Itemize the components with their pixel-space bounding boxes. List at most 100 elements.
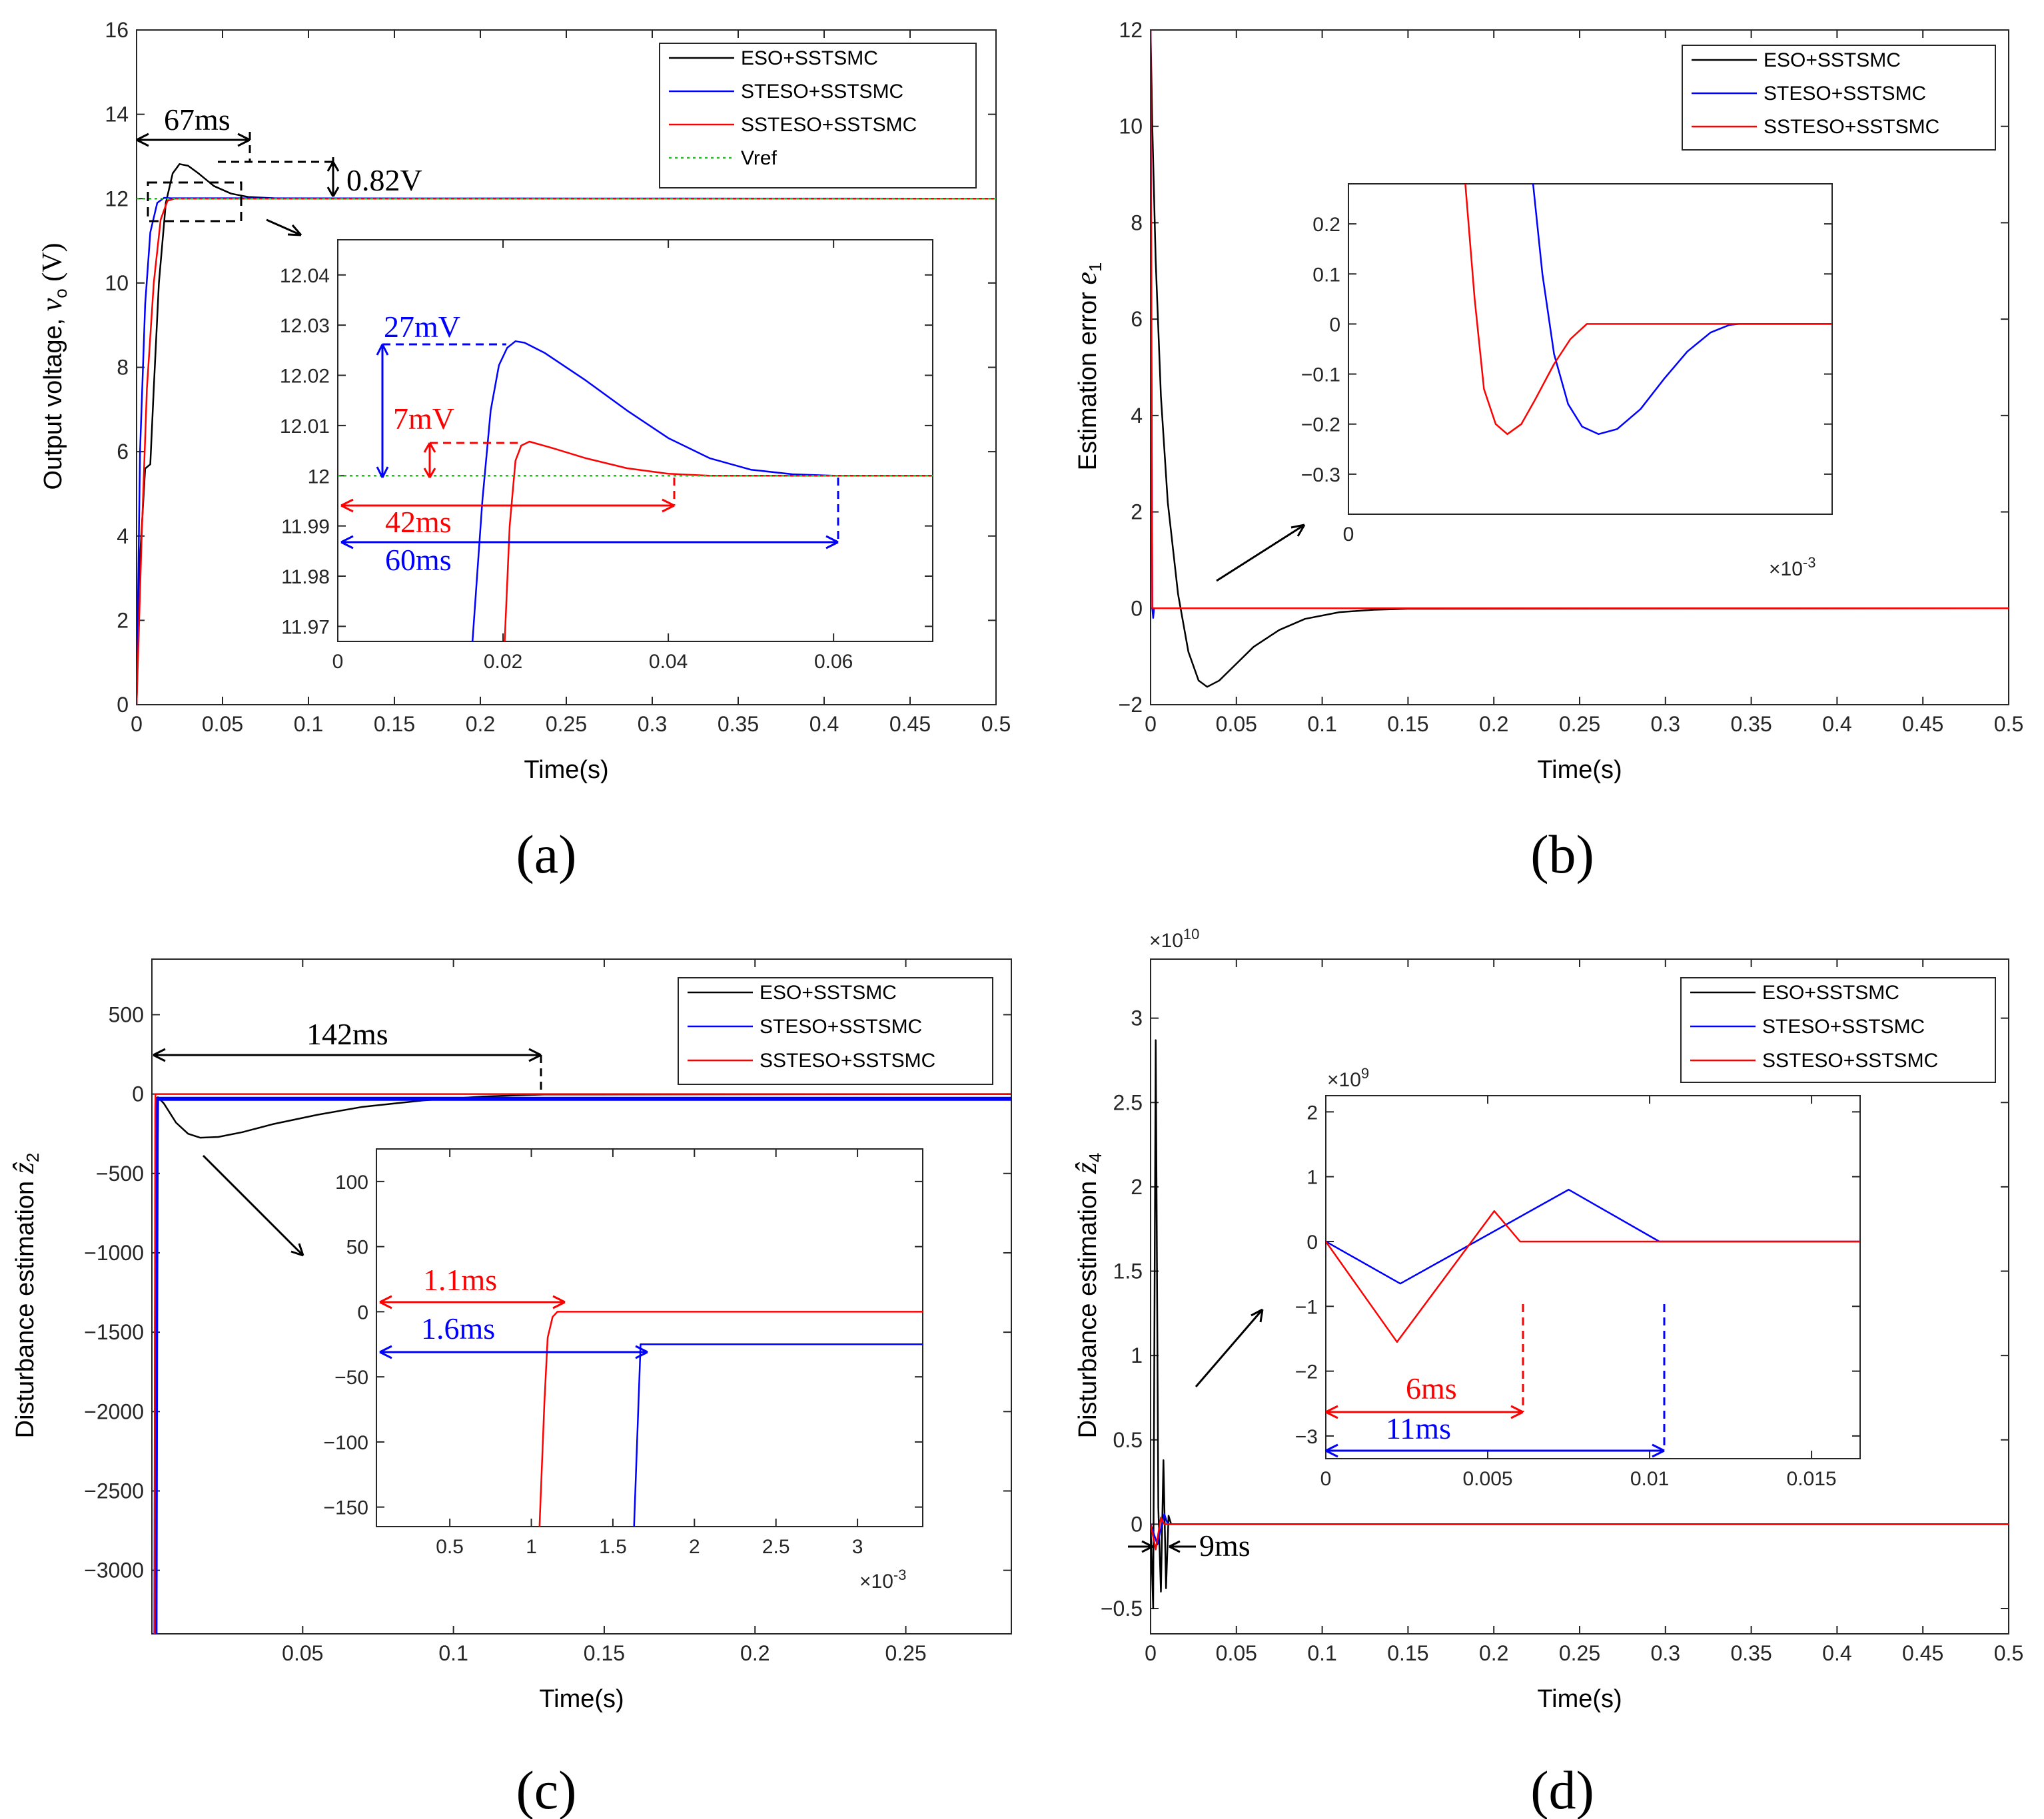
panel-c-ytick-label: −1000 [84, 1241, 144, 1265]
panel-c-inset-ytick-label: −150 [323, 1497, 368, 1519]
panel-a-series-eso-sstsmc [137, 163, 996, 705]
panel-c-inset-ytick-label: −100 [323, 1432, 368, 1454]
panel-b-legend-label: STESO+SSTSMC [1764, 83, 1926, 105]
steso-settle-label-d: 11ms [1386, 1411, 1451, 1445]
panel-d-xtick-label: 0.25 [1559, 1641, 1600, 1665]
panel-a-ytick-label: 8 [117, 356, 129, 380]
panel-b-xtick-label: 0.15 [1387, 712, 1428, 736]
panel-a-inset-ytick-label: 11.97 [281, 616, 330, 638]
panel-d-exponent: ×1010 [1149, 926, 1199, 952]
panel-d-inset-ytick-label: 0 [1306, 1232, 1318, 1254]
panel-c-inset-ytick-label: 0 [357, 1301, 368, 1323]
panel-c-xtick-label: 0.25 [885, 1641, 926, 1665]
ssteso-settle-label-c: 1.1ms [423, 1263, 497, 1297]
annotations-d [1128, 1304, 1666, 1553]
rise-time-label: 67ms [164, 103, 231, 137]
panel-a-inset-ytick-label: 12.04 [280, 265, 330, 287]
panel-a-ytick-label: 0 [117, 693, 129, 717]
panel-label-b: (b) [1530, 824, 1594, 885]
panel-a: 0 0.05 0.1 0.15 0.2 0.25 0.3 0.35 0.4 0.45 0.5 0 2 4 6… [35, 18, 1011, 784]
panel-c-inset-exponent-power: -3 [893, 1567, 907, 1583]
panel-a-inset-series-ssteso-sstsmc [504, 440, 933, 641]
panel-a-inset-ytick-label: 12.03 [280, 315, 330, 337]
annotations-a [136, 132, 340, 236]
panel-c-legend-label: STESO+SSTSMC [760, 1016, 922, 1038]
panel-a-ytick-label: 2 [117, 608, 129, 632]
panel-a-inset-ytick-label: 11.98 [281, 566, 330, 588]
panel-c-inset-xtick-label: 1 [526, 1536, 537, 1558]
panel-c-ytick-label: −2500 [84, 1479, 144, 1503]
panel-d-ytick-label: 0.5 [1113, 1428, 1143, 1452]
panel-d-series-ssteso-sstsmc [1151, 1517, 2009, 1551]
panel-b-inset-xtick-label: 0 [1343, 524, 1354, 546]
panel-d-inset-exponent-power: 9 [1361, 1065, 1369, 1082]
panel-c-series-ssteso-sstsmc [153, 1093, 1011, 1634]
panel-c-ytick-label: −2000 [84, 1399, 144, 1423]
panel-b-inset-ytick-label: −0.3 [1301, 464, 1340, 486]
panel-a-ylabel-unit: (V) [37, 242, 68, 288]
panel-a-xtick-label: 0.1 [294, 712, 323, 736]
panel-b-xtick-label: 0 [1145, 712, 1157, 736]
panel-d-inset-plot-area [1325, 1095, 1861, 1459]
panel-b-inset-ytick-label: 0.2 [1312, 214, 1340, 236]
panel-b-xtick-label: 0.05 [1216, 712, 1257, 736]
panel-c-ylabel-symbol: ẑ [7, 1162, 40, 1174]
panel-b-ytick-label: 0 [1131, 596, 1143, 620]
panel-a-series-steso-sstsmc [137, 196, 996, 705]
panel-b-ytick-label: 2 [1131, 500, 1143, 524]
panel-d-inset-ytick-label: −2 [1295, 1361, 1318, 1383]
panel-b-xtick-label: 0.25 [1559, 712, 1600, 736]
panel-b-ylabel-text: Estimation error [1074, 285, 1102, 471]
panel-b-xtick-label: 0.4 [1822, 712, 1851, 736]
panel-b-inset-ytick-label: −0.1 [1301, 364, 1340, 386]
panel-c-inset-xtick-label: 2.5 [762, 1536, 790, 1558]
panel-b-inset-ytick-label: 0 [1329, 314, 1340, 336]
panel-d-xtick-label: 0 [1145, 1641, 1157, 1665]
panel-d-inset-xtick-label: 0 [1320, 1468, 1332, 1490]
ssteso-settle-label-d: 6ms [1406, 1371, 1457, 1405]
panel-label-a: (a) [516, 824, 576, 885]
panel-d-ytick-label: 2 [1131, 1175, 1143, 1199]
panel-a-xtick-label: 0.3 [638, 712, 667, 736]
panel-a-legend-label: STESO+SSTSMC [741, 81, 903, 103]
panel-b-inset-plot-area [1348, 183, 1833, 515]
panel-b-inset-series-steso-sstsmc [1532, 184, 1832, 436]
panel-c-ytick-label: −500 [96, 1162, 144, 1186]
panel-b-ytick-label: 12 [1119, 18, 1143, 42]
panel-c-ylabel-sub: 2 [23, 1153, 43, 1162]
panel-a-ytick-label: 4 [117, 524, 129, 548]
panel-label-d: (d) [1530, 1760, 1594, 1819]
panel-a-ytick-label: 6 [117, 440, 129, 464]
panel-a-ytick-label: 14 [105, 103, 129, 127]
panel-a-xtick-label: 0.4 [809, 712, 839, 736]
panel-a-xtick-label: 0.15 [374, 712, 415, 736]
panel-b-xlabel: Time(s) [1537, 756, 1622, 784]
panel-d-legend-label: STESO+SSTSMC [1762, 1016, 1925, 1038]
panel-d-xtick-label: 0.5 [1994, 1641, 2023, 1665]
inset-annotations-a [340, 343, 839, 549]
panel-d-inset-exponent: ×109 [1327, 1065, 1369, 1091]
panel-c-xtick-label: 0.05 [282, 1641, 323, 1665]
panel-d-xtick-label: 0.15 [1387, 1641, 1428, 1665]
panel-c-inset-series-ssteso-sstsmc [538, 1311, 923, 1527]
panel-b-ytick-label: −2 [1119, 693, 1143, 717]
eso-settle-label-c: 142ms [306, 1017, 388, 1051]
panel-c-ytick-label: −1500 [84, 1320, 144, 1344]
panel-c-series-steso-sstsmc [153, 1096, 1011, 1634]
panel-b-ytick-label: 4 [1131, 404, 1143, 428]
panel-a-inset: 0 0.02 0.04 0.06 11.97 11.98 11.99 12 12.01 12.02… [280, 239, 933, 673]
panel-a-inset-ytick-label: 11.99 [281, 516, 330, 538]
panel-b-xtick-label: 0.45 [1902, 712, 1943, 736]
panel-b-legend-label: ESO+SSTSMC [1764, 49, 1901, 71]
panel-c-ytick-label: 0 [132, 1082, 144, 1106]
panel-d-xtick-label: 0.3 [1651, 1641, 1680, 1665]
panel-b-inset-ytick-label: 0.1 [1312, 264, 1340, 286]
panel-a-xtick-label: 0.05 [202, 712, 243, 736]
panel-b-legend-box [1682, 45, 1996, 151]
panel-c-legend-label: SSTESO+SSTSMC [760, 1050, 935, 1072]
panel-c-ytick-label: 500 [109, 1002, 144, 1026]
panel-d-ylabel-sub: 4 [1085, 1153, 1105, 1162]
panel-a-inset-ytick-label: 12 [308, 466, 330, 488]
panel-a-legend-label: SSTESO+SSTSMC [741, 114, 917, 136]
